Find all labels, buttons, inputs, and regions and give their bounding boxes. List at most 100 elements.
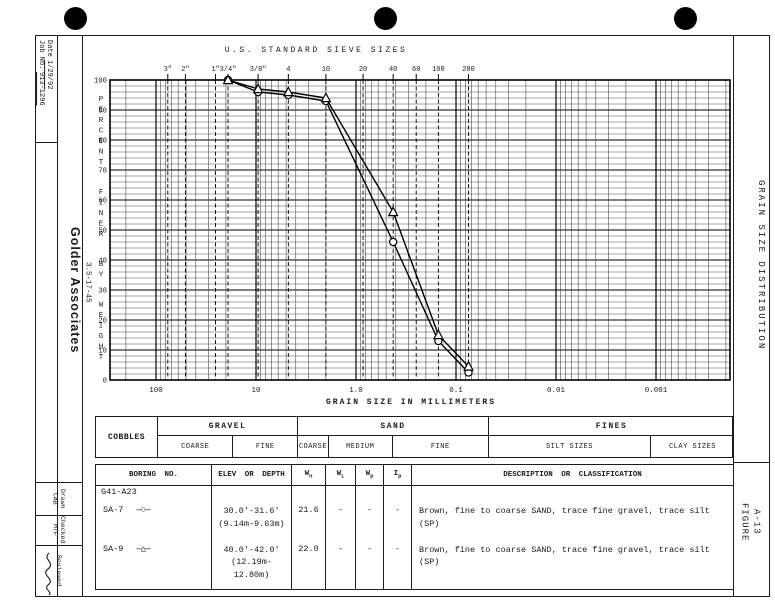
date-value: 1/29/92 <box>45 59 54 90</box>
description-cell: Brown, fine to coarse SAND, trace fine g… <box>411 537 734 590</box>
svg-text:20: 20 <box>359 66 367 74</box>
svg-text:100: 100 <box>149 387 163 395</box>
liquid-limit-cell: - <box>325 499 356 538</box>
svg-text:1": 1" <box>211 66 219 74</box>
date-block-divider <box>35 142 57 143</box>
moisture-content-cell: 22.0 <box>291 537 326 590</box>
boring-data-table: BORING NO. ELEV OR DEPTH Wn WL Wp Ip DESCRIPTI… <box>95 464 734 590</box>
svg-text:10: 10 <box>251 387 261 395</box>
plastic-limit-cell: - <box>355 499 384 538</box>
signoff-divider <box>35 482 82 483</box>
classification-group-gravel: GRAVEL COARSE FINE <box>158 417 298 457</box>
triangle-marker <box>387 206 399 217</box>
classification-group-label: GRAVEL <box>158 417 297 436</box>
description-cell: Brown, fine to coarse SAND, trace fine g… <box>411 499 734 538</box>
signoff-divider <box>35 545 82 546</box>
boring-group-row: G41-A23 <box>96 485 734 499</box>
triangle-marker <box>252 83 264 94</box>
svg-text:40: 40 <box>98 258 107 266</box>
svg-text:0.01: 0.01 <box>547 387 566 395</box>
svg-text:200: 200 <box>462 66 475 74</box>
svg-text:60: 60 <box>412 66 420 74</box>
triangle-marker <box>320 92 332 103</box>
reviewed-label: Reviewed <box>55 555 63 587</box>
depth-cell: 30.0'-31.6' (9.14m-9.63m) <box>211 499 292 538</box>
column-header: WL <box>325 464 356 486</box>
svg-text:GRAIN SIZE IN MILLIMETERS: GRAIN SIZE IN MILLIMETERS <box>326 398 496 407</box>
circle-legend-symbol: —○— <box>136 505 150 515</box>
checked-cell: Checked MTF <box>36 516 81 544</box>
svg-text:60: 60 <box>98 198 107 206</box>
svg-text:90: 90 <box>98 108 107 116</box>
checked-label: Checked <box>58 516 66 544</box>
svg-text:1.0: 1.0 <box>349 387 363 395</box>
triangle-marker <box>282 86 294 97</box>
classification-sub-label: FINE <box>430 442 450 451</box>
classification-sub-label: FINE <box>255 442 275 451</box>
svg-text:20: 20 <box>98 318 107 326</box>
svg-text:100: 100 <box>94 78 107 86</box>
boring-id-cell: SA-7 —○— <box>96 499 212 538</box>
svg-text:0.1: 0.1 <box>449 387 463 395</box>
svg-text:30: 30 <box>98 288 107 296</box>
triangle-marker <box>432 329 444 340</box>
classification-sub-label: MEDIUM <box>329 436 393 457</box>
svg-text:0.001: 0.001 <box>645 387 668 395</box>
cobbles-cell: COBBLES <box>96 417 158 457</box>
title-block-date-job: Date 1/29/92 Job No. 913-1296 <box>37 40 53 170</box>
reviewed-cell: Reviewed <box>36 548 81 594</box>
document-number: 3.5-17-45 <box>83 262 92 303</box>
svg-text:50: 50 <box>98 228 107 236</box>
classification-group-label: SAND <box>298 417 488 436</box>
svg-text:4: 4 <box>286 66 290 74</box>
classification-group-label: FINES <box>489 417 732 436</box>
signoff-divider <box>35 515 82 516</box>
svg-text:2": 2" <box>181 66 189 74</box>
boring-group-label: G41-A23 <box>101 486 137 497</box>
boring-data-row: SA-7 —○— 30.0'-31.6' (9.14m-9.63m) 21.6- - - Br… <box>96 499 734 538</box>
moisture-content-cell: 21.6 <box>291 499 326 538</box>
binder-hole <box>64 7 87 30</box>
classification-sub-label: SILT SIZES <box>489 436 651 457</box>
grain-size-chart: 3" 2" 1" 3/4" 3/8" 4 10 20 40 60 100 20010090807060… <box>94 46 731 407</box>
column-header: ELEV OR DEPTH <box>211 464 292 486</box>
svg-text:10: 10 <box>322 66 330 74</box>
svg-text:70: 70 <box>98 168 107 176</box>
liquid-limit-cell: - <box>325 537 356 590</box>
figure-block: FIGURE A-13 <box>738 466 766 578</box>
column-header: Wp <box>355 464 384 486</box>
boring-id: SA-7 <box>103 505 124 515</box>
boring-id: SA-9 <box>103 543 124 554</box>
drawn-cell: Drawn CAB <box>36 484 81 513</box>
job-number-label: Job No. <box>37 40 46 70</box>
signature-mark <box>45 552 52 595</box>
svg-text:U.S. STANDARD SIEVE SIZES: U.S. STANDARD SIEVE SIZES <box>225 46 408 55</box>
column-header: Ip <box>383 464 412 486</box>
triangle-marker <box>463 360 474 371</box>
classification-sub-label: COARSE <box>158 436 234 457</box>
figure-label: FIGURE <box>739 502 750 542</box>
date-label: Date <box>45 40 54 57</box>
svg-text:3": 3" <box>164 66 172 74</box>
classification-group-sand: SAND COARSE MEDIUM FINE <box>298 417 489 457</box>
figure-number: A-13 <box>751 509 762 535</box>
company-name: Golder Associates <box>68 226 82 354</box>
boring-data-row: SA-9 —△— 40.0'-42.0' (12.19m-12.80m) 22.0- - -… <box>96 537 734 590</box>
table-header-row: BORING NO. ELEV OR DEPTH Wn WL Wp Ip DESCRIPTI… <box>95 464 734 486</box>
svg-text:80: 80 <box>98 138 107 146</box>
plasticity-index-cell: - <box>383 499 412 538</box>
svg-text:40: 40 <box>389 66 397 74</box>
binder-hole <box>374 7 397 30</box>
plasticity-index-cell: - <box>383 537 412 590</box>
depth-cell: 40.0'-42.0' (12.19m-12.80m) <box>211 537 292 590</box>
side-panel-divider <box>733 35 734 597</box>
classification-group-fines: FINES SILT SIZES CLAY SIZES <box>489 417 732 457</box>
plastic-limit-cell: - <box>355 537 384 590</box>
y-axis-label: PERCENT FINER BY WEIGHT <box>97 95 105 365</box>
boring-id-cell: SA-9 —△— <box>96 538 212 590</box>
triangle-legend-symbol: —△— <box>136 543 150 554</box>
job-number-value: 913-1296 <box>37 72 46 107</box>
column-header: Wn <box>291 464 326 486</box>
binder-hole <box>674 7 697 30</box>
